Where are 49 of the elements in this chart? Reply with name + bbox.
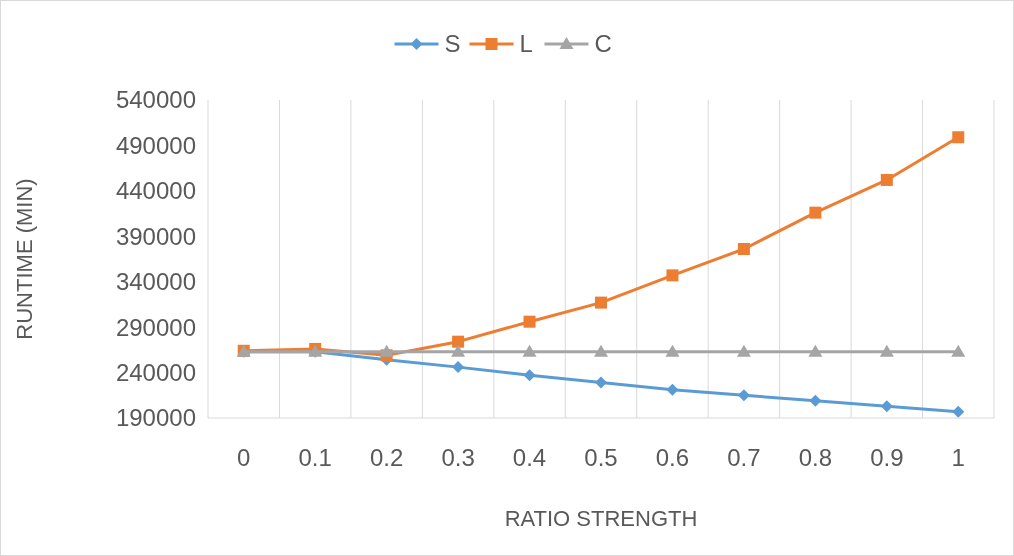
x-tick-label: 0.3 — [441, 444, 475, 471]
point — [952, 131, 965, 144]
point — [666, 269, 679, 282]
point — [737, 389, 750, 402]
point — [595, 376, 607, 389]
point — [665, 344, 680, 357]
point — [523, 315, 536, 328]
point — [452, 335, 465, 348]
point — [379, 344, 394, 357]
y-tick-label: 190000 — [115, 404, 196, 432]
point — [522, 344, 537, 357]
point — [808, 344, 823, 357]
point — [666, 383, 679, 396]
x-tick-label: 0 — [237, 444, 251, 471]
x-tick-label: 0.7 — [727, 444, 761, 471]
x-tick-label: 0.2 — [369, 444, 404, 471]
x-tick-label: 0.8 — [798, 444, 833, 471]
point — [595, 296, 607, 309]
y-tick-label: 540000 — [115, 86, 196, 114]
x-tick-label: 1 — [951, 444, 965, 471]
y-tick-label: 390000 — [115, 222, 196, 250]
x-tick-label: 0.4 — [512, 444, 547, 471]
point — [452, 361, 465, 374]
point — [523, 369, 536, 382]
point — [880, 173, 893, 186]
point — [736, 344, 751, 357]
legend-label: C — [594, 30, 612, 58]
point — [951, 344, 966, 357]
y-tick-label: 240000 — [115, 358, 196, 386]
y-tick-label: 290000 — [115, 313, 196, 341]
legend-label: L — [519, 30, 533, 58]
point — [451, 344, 466, 357]
legend-label: S — [444, 30, 461, 58]
x-tick-label: 0.9 — [870, 444, 904, 471]
point — [880, 400, 893, 413]
point — [952, 405, 965, 418]
x-tick-label: 0.1 — [298, 444, 332, 471]
y-tick-label: 440000 — [115, 177, 196, 205]
x-axis-title: RATIO STRENGTH — [504, 506, 698, 531]
point — [594, 344, 608, 357]
x-tick-label: 0.6 — [655, 444, 690, 471]
y-axis-title: RUNTIME (MIN) — [12, 178, 37, 340]
x-tick-label: 0.5 — [584, 444, 618, 471]
point — [809, 206, 822, 219]
point — [809, 394, 822, 407]
y-tick-label: 490000 — [115, 131, 196, 159]
y-tick-label: 340000 — [115, 268, 196, 296]
point — [737, 243, 750, 256]
point — [879, 344, 894, 357]
